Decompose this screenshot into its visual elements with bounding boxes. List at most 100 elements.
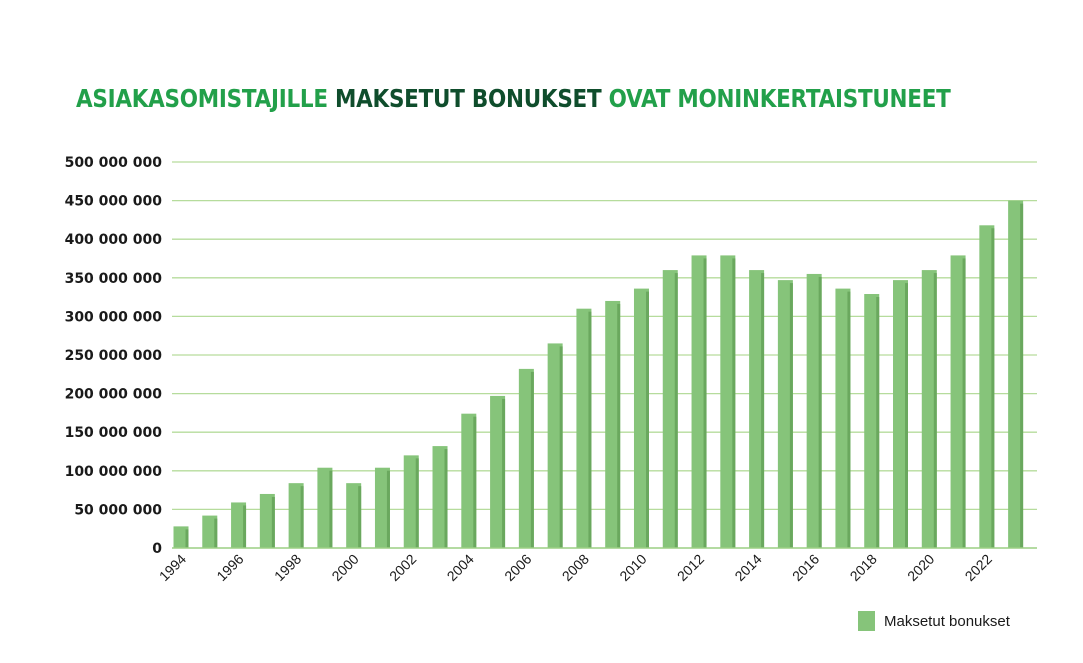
bar-body [231, 502, 247, 548]
x-tick-label: 2020 [904, 551, 937, 584]
bar [317, 467, 333, 548]
bar [835, 288, 851, 548]
x-tick-label: 2018 [846, 551, 879, 584]
bar-edge [243, 505, 247, 548]
bar-body [806, 273, 822, 548]
x-tick-label: 2010 [616, 551, 649, 584]
bar [950, 255, 966, 549]
bar-body [173, 526, 189, 548]
bar [202, 515, 218, 548]
bar-edge [300, 486, 304, 548]
bar [749, 270, 765, 548]
x-tick-label: 2006 [501, 551, 534, 584]
bar-body [720, 255, 736, 549]
bar-edge [444, 449, 448, 548]
bar-body [691, 255, 707, 549]
y-tick-label: 400 000 000 [65, 232, 163, 248]
gridlines [172, 161, 1037, 511]
bar-edge [847, 291, 851, 548]
bar-body [921, 270, 937, 548]
y-tick-label: 150 000 000 [65, 425, 163, 441]
bar [1008, 200, 1024, 548]
bar-body [461, 413, 477, 548]
bar [231, 502, 247, 548]
y-tick-label: 0 [152, 541, 162, 557]
bar-body [490, 395, 506, 548]
bar-edge [185, 529, 189, 548]
bar-body [662, 270, 678, 548]
y-tick-label: 250 000 000 [65, 348, 163, 364]
bar-edge [732, 258, 736, 548]
x-tick-label: 2012 [674, 551, 707, 584]
bar-edge [761, 273, 765, 548]
bar-body [835, 288, 851, 548]
y-axis-ticks: 0 50 000 000 100 000 000 150 000 000 200 000… [65, 155, 163, 557]
bar [173, 526, 189, 548]
x-tick-label: 2000 [328, 551, 361, 584]
x-tick-label: 2022 [962, 551, 995, 584]
title-part-2: MAKSETUT BONUKSET [335, 84, 602, 113]
bar-body [288, 483, 304, 548]
chart-title: ASIAKASOMISTAJILLE MAKSETUT BONUKSET OVA… [76, 84, 951, 113]
bar-body [202, 515, 218, 548]
bar [346, 483, 362, 548]
bar-body [576, 308, 592, 548]
bar-body [1008, 200, 1024, 548]
y-tick-label: 350 000 000 [65, 271, 163, 287]
y-tick-label: 450 000 000 [65, 194, 163, 210]
y-tick-label: 200 000 000 [65, 387, 163, 403]
bar [605, 300, 621, 548]
y-tick-label: 500 000 000 [65, 155, 163, 171]
bar [461, 413, 477, 548]
y-tick-label: 100 000 000 [65, 464, 163, 480]
bar-body [605, 300, 621, 548]
x-tick-label: 2016 [789, 551, 822, 584]
title-part-1: ASIAKASOMISTAJILLE [76, 84, 336, 113]
bar-body [259, 493, 275, 548]
bar [403, 455, 419, 548]
bar-edge [588, 311, 592, 548]
bar-edge [214, 518, 218, 548]
bar [432, 446, 448, 548]
legend-swatch [858, 611, 875, 631]
bar-edge [530, 371, 534, 548]
bar-body [979, 225, 995, 548]
title-part-3: OVAT MONINKERTAISTUNEET [601, 84, 951, 113]
bar [662, 270, 678, 548]
bar-edge [559, 346, 563, 548]
bar [806, 273, 822, 548]
x-tick-label: 2008 [559, 551, 592, 584]
bar [374, 467, 390, 548]
bar-body [317, 467, 333, 548]
bar-edge [271, 496, 275, 548]
bar-edge [1020, 203, 1024, 548]
bar [547, 343, 563, 548]
bar-body [864, 294, 880, 548]
bar-body [777, 280, 793, 548]
bar-edge [991, 228, 995, 548]
bar-body [893, 280, 908, 548]
x-axis-ticks: 1994 1996 1998 2000 2002 2004 2006 2008 2010 2012… [156, 551, 995, 584]
bar-body [403, 455, 419, 548]
bar-body [547, 343, 563, 548]
bar [633, 288, 649, 548]
bar [288, 483, 304, 548]
x-tick-label: 2002 [386, 551, 419, 584]
bar [979, 225, 995, 548]
x-tick-label: 1998 [271, 551, 304, 584]
bar-edge [674, 273, 678, 548]
bar [490, 395, 506, 548]
bar-edge [386, 470, 390, 548]
bar [921, 270, 937, 548]
bar-body [749, 270, 765, 548]
bar [259, 493, 275, 548]
bar-body [950, 255, 966, 549]
bar [691, 255, 707, 549]
bar [777, 280, 793, 548]
legend-label: Maksetut bonukset [884, 613, 1011, 630]
bar-edge [645, 291, 649, 548]
bar [518, 368, 534, 548]
bar [864, 294, 880, 548]
legend: Maksetut bonukset [858, 611, 1011, 631]
x-tick-label: 1996 [213, 551, 246, 584]
